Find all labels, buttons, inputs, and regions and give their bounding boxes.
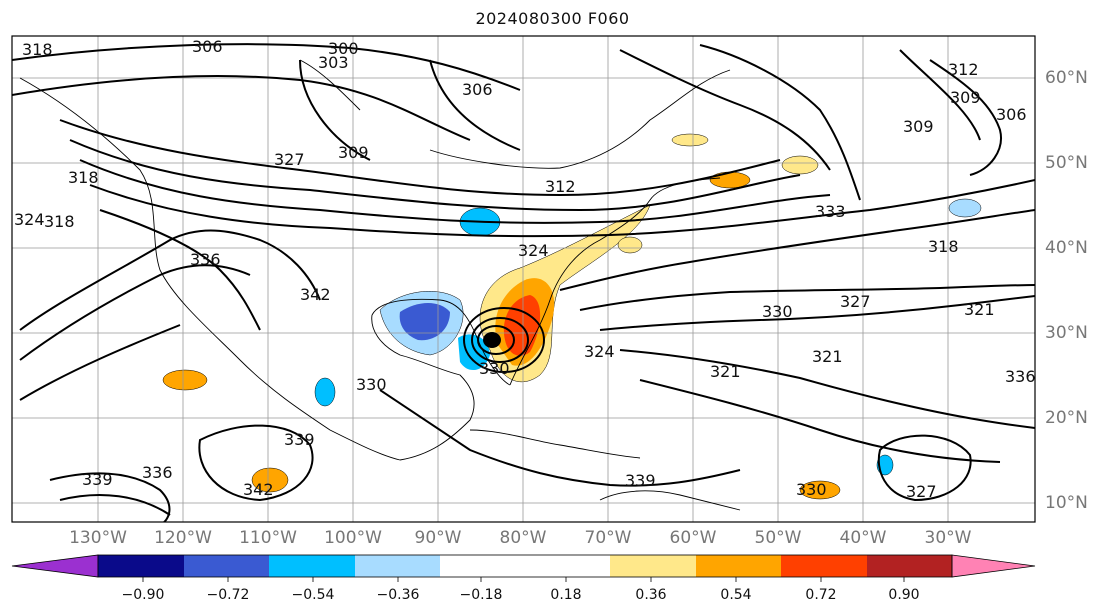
lat-label: 40°N — [1045, 238, 1088, 258]
contour-label: 300 — [328, 39, 359, 58]
anomaly-shading — [162, 133, 982, 500]
colorbar-segment — [867, 555, 952, 577]
lon-label: 40°W — [839, 528, 887, 548]
contour-label: 309 — [950, 88, 981, 107]
height-contours — [12, 43, 1035, 522]
lat-label: 60°N — [1045, 68, 1088, 88]
anomaly-patch — [314, 377, 336, 407]
colorbar-segment — [781, 555, 867, 577]
lon-label: 120°W — [154, 528, 212, 548]
contour-label: 327 — [274, 150, 305, 169]
colorbar — [11, 554, 1036, 582]
contour-label: 306 — [462, 80, 493, 99]
contour-label: 318 — [22, 40, 53, 59]
lat-label: 10°N — [1045, 493, 1088, 513]
contour-label: 312 — [545, 177, 576, 196]
contour-label: 309 — [903, 117, 934, 136]
contour-label: 318 — [928, 237, 959, 256]
colorbar-tick-label: 0.90 — [888, 587, 920, 603]
negative-anomaly-gulf — [458, 334, 490, 371]
contour-label: 336 — [142, 463, 173, 482]
contour-label: 330 — [762, 302, 793, 321]
lon-label: 50°W — [754, 528, 802, 548]
contour-label: 306 — [996, 105, 1027, 124]
contour-label: 306 — [192, 37, 223, 56]
anomaly-patch — [251, 467, 289, 493]
contour-label: 342 — [243, 480, 274, 499]
colorbar-tick-label: −0.90 — [121, 587, 165, 603]
colorbar-segment — [269, 555, 355, 577]
contour-label: 318 — [68, 168, 99, 187]
contour-label: 303 — [318, 53, 349, 72]
contour-label: 321 — [812, 347, 843, 366]
contour-label: 339 — [625, 471, 656, 490]
contour-label: 318 — [44, 212, 75, 231]
colorbar-tick-label: 0.72 — [805, 587, 837, 603]
colorbar-segment — [440, 555, 610, 577]
anomaly-patch — [617, 236, 643, 254]
contour-label: 327 — [906, 482, 937, 501]
colorbar-tick-label: 0.18 — [550, 587, 582, 603]
lon-label: 60°W — [669, 528, 717, 548]
contour-label: 327 — [840, 292, 871, 311]
colorbar-tick-label: 0.54 — [720, 587, 752, 603]
colorbar-segment — [610, 555, 696, 577]
colorbar-segment — [696, 555, 781, 577]
anomaly-patch — [709, 171, 751, 189]
contour-label: 330 — [479, 359, 510, 378]
contour-label: 321 — [964, 300, 995, 319]
anomaly-patch — [876, 454, 894, 476]
contour-label: 312 — [948, 60, 979, 79]
contour-label: 309 — [338, 143, 369, 162]
colorbar-segment — [98, 555, 184, 577]
anomaly-patch — [671, 133, 709, 147]
colorbar-outline — [97, 554, 953, 578]
contour-label: 339 — [82, 470, 113, 489]
colorbar-tick-label: −0.36 — [376, 587, 420, 603]
lat-label: 30°N — [1045, 323, 1088, 343]
lon-label: 130°W — [69, 528, 127, 548]
lon-label: 70°W — [584, 528, 632, 548]
contour-label: 321 — [710, 362, 741, 381]
lon-label: 90°W — [414, 528, 462, 548]
lat-label: 20°N — [1045, 408, 1088, 428]
contour-label: 330 — [356, 375, 387, 394]
map-frame — [11, 35, 1036, 523]
anomaly-patch — [781, 155, 819, 175]
contour-label: 324 — [14, 210, 45, 229]
lat-label: 50°N — [1045, 153, 1088, 173]
cyclone-center — [483, 332, 501, 348]
contour-label: 336 — [190, 250, 221, 269]
lon-label: 80°W — [499, 528, 547, 548]
contour-label: 339 — [284, 430, 315, 449]
lon-label: 30°W — [924, 528, 972, 548]
contour-label: 324 — [584, 342, 615, 361]
coastlines — [19, 59, 741, 511]
contour-label: 333 — [815, 202, 846, 221]
anomaly-patch — [948, 198, 982, 218]
colorbar-tick-label: −0.18 — [459, 587, 503, 603]
lon-label: 110°W — [239, 528, 297, 548]
colorbar-tick-label: 0.36 — [635, 587, 667, 603]
contour-label: 342 — [300, 285, 331, 304]
colorbar-min-extend — [11, 554, 99, 578]
colorbar-tick-label: −0.72 — [206, 587, 250, 603]
contour-label: 324 — [518, 241, 549, 260]
map-title: 2024080300 F060 — [475, 9, 630, 28]
colorbar-max-extend — [951, 554, 1036, 578]
colorbar-segment — [355, 555, 440, 577]
lon-label: 100°W — [324, 528, 382, 548]
negative-anomaly-core — [399, 303, 450, 341]
anomaly-patch — [162, 369, 208, 391]
anomaly-patch — [799, 480, 841, 500]
contour-labels: 318 300 303 306 309 306 312 309 306 318 … — [14, 37, 1036, 501]
contour-label: 330 — [796, 480, 827, 499]
colorbar-tick-label: −0.54 — [291, 587, 335, 603]
contour-label: 336 — [1005, 367, 1036, 386]
colorbar-segment — [184, 555, 269, 577]
